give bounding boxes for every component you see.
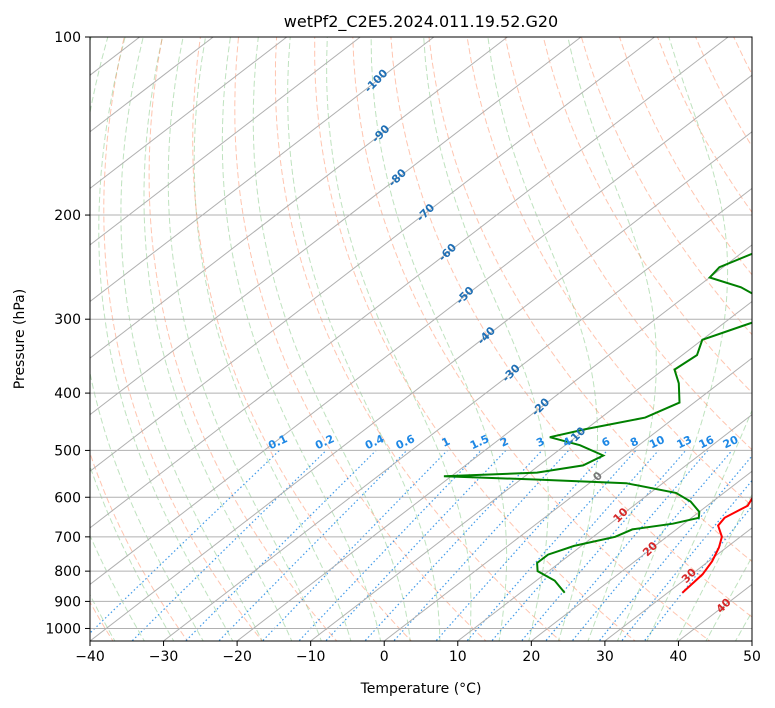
moist-adiabat <box>221 37 382 641</box>
isotherm-line <box>90 37 435 303</box>
x-tick-label: 10 <box>449 649 467 665</box>
mixing-ratio-label: 16 <box>697 433 717 451</box>
mixing-ratio-line <box>620 479 752 641</box>
y-tick-label: 300 <box>54 312 81 328</box>
y-tick-label: 500 <box>54 443 81 459</box>
mixing-ratio-line <box>598 455 752 641</box>
x-axis-ticks: −40 −30 −20 −10 0 10 20 30 40 50 <box>75 641 761 665</box>
moist-adiabat <box>487 37 598 641</box>
mixing-ratio-label: 13 <box>675 433 694 451</box>
skewed-isotherms <box>90 37 752 641</box>
chart-title: wetPf2_C2E5.2024.011.19.52.G20 <box>284 12 558 32</box>
mixing-ratio-line <box>364 449 543 641</box>
y-tick-label: 400 <box>54 386 81 402</box>
y-tick-label: 600 <box>54 490 81 506</box>
x-tick-label: 20 <box>522 649 540 665</box>
dry-adiabat <box>274 37 562 641</box>
x-tick-label: 30 <box>596 649 614 665</box>
y-tick-label: 100 <box>54 30 81 46</box>
dewpoint-profile-line <box>443 252 752 594</box>
temperature-profile-line <box>681 496 752 594</box>
y-tick-label: 200 <box>54 208 81 224</box>
isotherm-line <box>90 131 752 641</box>
mixing-ratio-line <box>520 450 687 641</box>
y-axis-ticks: 100 200 300 400 500 600 700 800 900 1000 <box>45 30 90 637</box>
plot-frame <box>89 36 753 642</box>
isotherm-line <box>236 244 752 641</box>
isotherm-line <box>90 37 361 246</box>
isotherm-line <box>90 37 288 189</box>
dry-adiabat <box>428 37 752 563</box>
y-tick-label: 900 <box>54 594 81 610</box>
moist-adiabat <box>193 37 352 641</box>
sounding-profiles <box>443 252 752 594</box>
y-tick-label: 800 <box>54 564 81 580</box>
x-axis-label: Temperature (°C) <box>360 681 482 697</box>
isotherm-line <box>90 37 508 359</box>
mixing-ratio-line <box>298 449 482 641</box>
dry-adiabat <box>390 37 752 618</box>
x-tick-label: −40 <box>75 649 105 665</box>
mixing-ratio-line <box>184 449 377 641</box>
x-tick-label: 50 <box>743 649 761 665</box>
x-tick-label: −10 <box>296 649 326 665</box>
isotherm-line <box>383 357 752 641</box>
mixing-ratio-line <box>324 449 507 641</box>
plot-area <box>90 37 752 641</box>
dry-adiabat <box>466 37 752 507</box>
dry-adiabat <box>504 37 752 451</box>
y-axis-label: Pressure (hPa) <box>12 289 28 389</box>
mixing-ratio-label: 10 <box>647 433 667 451</box>
mixing-ratio-label: 20 <box>721 433 741 451</box>
isotherm-line <box>90 74 752 586</box>
isotherm-line <box>90 37 582 416</box>
isotherm-line <box>531 470 752 641</box>
moist-adiabat <box>370 37 508 641</box>
moist-adiabat <box>423 37 549 641</box>
x-tick-label: −30 <box>149 649 179 665</box>
moist-adiabat <box>567 37 657 641</box>
mixing-ratio-line <box>466 450 637 641</box>
isotherm-line <box>457 414 752 641</box>
x-tick-label: 40 <box>670 649 688 665</box>
x-tick-label: 0 <box>380 649 389 665</box>
y-tick-label: 1000 <box>45 621 81 637</box>
isotherm-line <box>163 187 752 641</box>
dry-adiabat <box>103 37 263 641</box>
isotherm-line <box>604 527 752 641</box>
mixing-ratio-line <box>217 449 408 641</box>
pressure-grid <box>90 37 752 629</box>
mixing-ratio-line <box>435 449 608 641</box>
x-tick-label: −20 <box>222 649 252 665</box>
isotherm-line <box>90 37 729 529</box>
mixing-ratio-line <box>90 449 280 634</box>
moist-adiabat <box>326 37 472 641</box>
isotherm-line <box>90 37 655 472</box>
y-tick-label: 700 <box>54 530 81 546</box>
